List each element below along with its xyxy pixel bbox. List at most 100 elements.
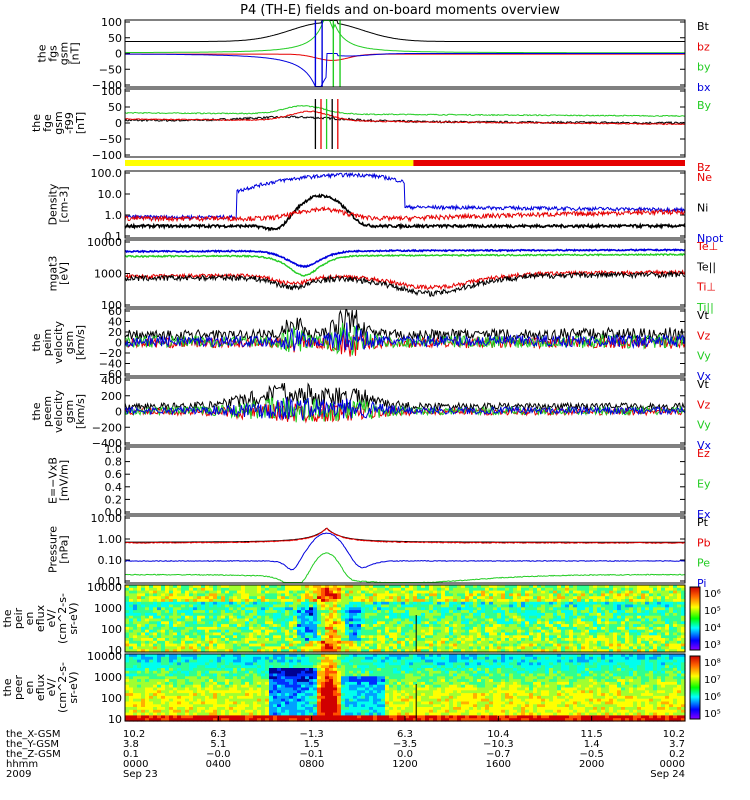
- spectrogram-cell: [465, 640, 470, 645]
- spectrogram-cell: [241, 596, 246, 600]
- spectrogram-cell: [293, 704, 298, 708]
- spectrogram-cell: [225, 649, 230, 653]
- spectrogram-cell: [509, 610, 514, 614]
- spectrogram-cell: [585, 612, 590, 617]
- spectrogram-cell: [261, 695, 266, 700]
- spectrogram-cell: [149, 643, 154, 647]
- spectrogram-cell: [589, 587, 594, 592]
- spectrogram-cell: [513, 649, 518, 653]
- spectrogram-cell: [461, 638, 466, 642]
- spectrogram-cell: [173, 693, 178, 697]
- spectrogram-cell: [145, 607, 150, 611]
- spectrogram-cell: [445, 626, 450, 631]
- spectrogram-cell: [673, 590, 678, 594]
- y-tick-label: −20: [99, 347, 122, 360]
- spectrogram-cell: [353, 612, 358, 617]
- spectrogram-cell: [169, 593, 174, 597]
- By-series: [124, 104, 686, 118]
- spectrogram-cell: [549, 621, 554, 625]
- spectrogram-cell: [345, 612, 350, 617]
- spectrogram-cell: [249, 590, 254, 594]
- spectrogram-cell: [245, 610, 250, 614]
- spectrogram-cell: [209, 718, 214, 722]
- spectrogram-cell: [637, 638, 642, 642]
- spectrogram-cell: [313, 679, 318, 683]
- spectrogram-cell: [445, 607, 450, 611]
- spectrogram-cell: [301, 640, 306, 645]
- spectrogram-cell: [441, 640, 446, 645]
- spectrogram-cell: [301, 662, 306, 666]
- spectrogram-cell: [129, 668, 134, 672]
- spectrogram-cell: [293, 590, 298, 594]
- Ne-series-line: [124, 205, 686, 223]
- spectrogram-cell: [133, 673, 138, 677]
- spectrogram-cell: [633, 596, 638, 600]
- spectrogram-cell: [445, 646, 450, 650]
- spectrogram-cell: [209, 593, 214, 597]
- spectrogram-cell: [361, 638, 366, 642]
- spectrogram-cell: [393, 629, 398, 634]
- spectrogram-cell: [377, 621, 382, 625]
- spectrogram-cell: [413, 626, 418, 631]
- spectrogram-cell: [589, 585, 594, 589]
- spectrogram-cell: [277, 587, 282, 592]
- spectrogram-cell: [433, 640, 438, 645]
- spectrogram-cell: [665, 629, 670, 634]
- spectrogram-cell: [653, 607, 658, 611]
- spectrogram-cell: [553, 618, 558, 622]
- spectrogram-cell: [593, 618, 598, 622]
- velocity-trace: [124, 322, 686, 356]
- spectrogram-cell: [221, 712, 226, 716]
- spectrogram-cell: [181, 643, 186, 647]
- spectrogram-cell: [269, 687, 274, 691]
- spectrogram-cell: [205, 587, 210, 592]
- spectrogram-cell: [617, 629, 622, 634]
- spectrogram-cell: [413, 635, 418, 639]
- spectrogram-cell: [393, 607, 398, 611]
- spectrogram-cell: [125, 610, 130, 614]
- spectrogram-cell: [277, 621, 282, 625]
- spectrogram-cell: [381, 629, 386, 634]
- spectrogram-cell: [301, 643, 306, 647]
- spectrogram-cell: [553, 604, 558, 608]
- spectrogram-cell: [273, 604, 278, 608]
- spectrogram-cell: [157, 687, 162, 691]
- spectrogram-cell: [297, 704, 302, 708]
- spectrogram-cell: [349, 629, 354, 634]
- spectrogram-cell: [425, 596, 430, 600]
- spectrogram-cell: [181, 693, 186, 697]
- spectrogram-cell: [517, 601, 522, 606]
- spectrogram-cell: [585, 585, 590, 589]
- spectrogram-cell: [301, 590, 306, 594]
- spectrogram-cell: [653, 629, 658, 634]
- spectrogram-cell: [281, 629, 286, 634]
- spectrogram-cell: [417, 601, 422, 606]
- spectrogram-cell: [237, 670, 242, 675]
- spectrogram-cell: [177, 695, 182, 700]
- spectrogram-cell: [337, 593, 342, 597]
- spectrogram-cell: [397, 593, 402, 597]
- spectrogram-cell: [681, 593, 686, 597]
- spectrogram-cell: [237, 621, 242, 625]
- spectrogram-cell: [161, 698, 166, 703]
- spectrogram-cell: [305, 709, 310, 714]
- spectrogram-cell: [193, 698, 198, 703]
- spectrogram-cell: [593, 599, 598, 603]
- spectrogram-cell: [309, 590, 314, 594]
- spectrogram-cell: [441, 624, 446, 628]
- spectrogram-cell: [653, 610, 658, 614]
- spectrogram-cell: [341, 704, 346, 708]
- spectrogram-cell: [213, 601, 218, 606]
- spectrogram-cell: [269, 632, 274, 636]
- spectrogram-cell: [133, 604, 138, 608]
- spectrogram-cell: [389, 649, 394, 653]
- spectrogram-cell: [229, 615, 234, 620]
- spectrogram-cell: [337, 701, 342, 705]
- spectrogram-cell: [253, 656, 258, 661]
- spectrogram-cell: [177, 712, 182, 716]
- spectrogram-cell: [589, 590, 594, 594]
- spectrogram-cell: [209, 676, 214, 680]
- spectrogram-cell: [213, 612, 218, 617]
- spectrogram-cell: [225, 693, 230, 697]
- spectrogram-cell: [205, 656, 210, 661]
